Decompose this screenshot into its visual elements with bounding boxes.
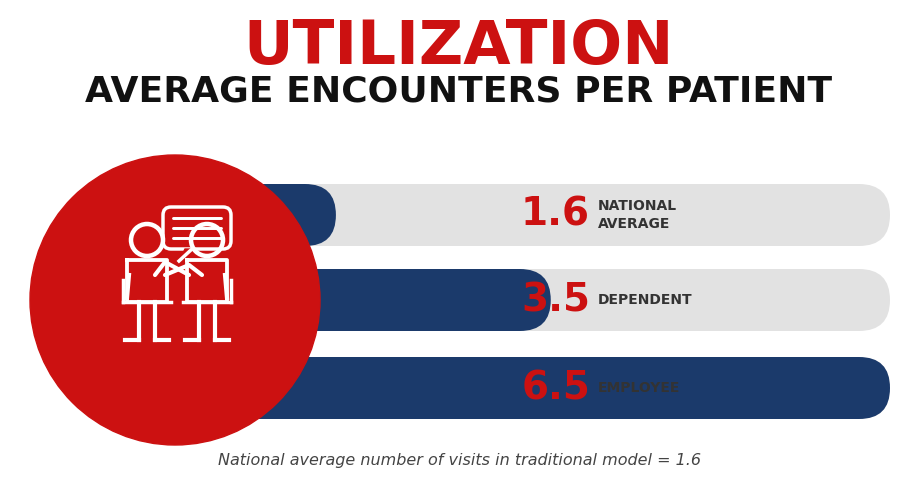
Text: UTILIZATION: UTILIZATION [244, 18, 674, 77]
Polygon shape [127, 260, 167, 302]
Circle shape [131, 224, 163, 256]
FancyBboxPatch shape [155, 357, 890, 419]
Circle shape [191, 224, 223, 256]
FancyBboxPatch shape [155, 269, 551, 331]
FancyBboxPatch shape [163, 207, 231, 249]
Text: 6.5: 6.5 [521, 369, 590, 407]
Text: DEPENDENT: DEPENDENT [598, 293, 692, 307]
Text: 1.6: 1.6 [521, 196, 590, 234]
Text: NATIONAL
AVERAGE: NATIONAL AVERAGE [598, 199, 677, 231]
Text: 3.5: 3.5 [521, 281, 590, 319]
Polygon shape [179, 249, 192, 261]
FancyBboxPatch shape [155, 269, 890, 331]
FancyBboxPatch shape [155, 184, 336, 246]
Text: AVERAGE ENCOUNTERS PER PATIENT: AVERAGE ENCOUNTERS PER PATIENT [85, 75, 833, 109]
FancyBboxPatch shape [155, 357, 890, 419]
FancyBboxPatch shape [155, 184, 890, 246]
Text: National average number of visits in traditional model = 1.6: National average number of visits in tra… [218, 453, 700, 468]
Circle shape [30, 155, 320, 445]
Text: EMPLOYEE: EMPLOYEE [598, 381, 680, 395]
Polygon shape [187, 260, 227, 302]
